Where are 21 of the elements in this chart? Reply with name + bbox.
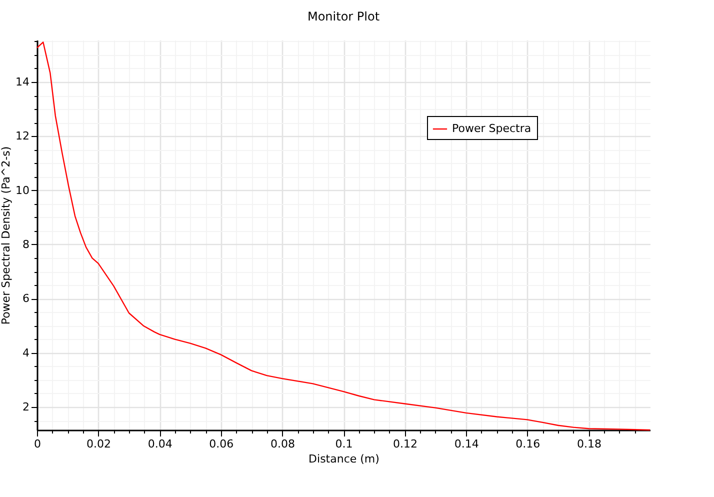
x-tick-label: 0.04	[148, 438, 172, 450]
y-tick-label: 6	[22, 292, 30, 306]
y-tick-label: 14	[16, 75, 30, 88]
y-tick-label: 8	[22, 238, 30, 251]
x-tick-label: 0	[34, 438, 41, 450]
chart-title: Monitor Plot	[307, 9, 380, 24]
x-tick-label: 0.12	[393, 438, 418, 450]
x-axis-title: Distance (m)	[308, 452, 380, 466]
x-tick-label: 0.06	[209, 438, 234, 450]
y-tick-label: 10	[16, 184, 30, 197]
x-tick-label: 0.02	[86, 438, 112, 450]
y-tick-label: 12	[16, 130, 30, 143]
y-tick-label: 4	[22, 346, 30, 360]
x-tick-label: 0.1	[335, 438, 353, 450]
x-tick-label: 0.16	[516, 438, 540, 450]
x-tick-label: 0.08	[270, 438, 295, 450]
x-tick-label: 0.14	[454, 438, 479, 450]
y-tick-label: 2	[22, 400, 30, 414]
x-tick-label: 0.18	[576, 438, 602, 450]
y-axis-title: Power Spectral Density (Pa^2-s)	[0, 146, 13, 325]
legend-label: Power Spectra	[452, 122, 532, 135]
